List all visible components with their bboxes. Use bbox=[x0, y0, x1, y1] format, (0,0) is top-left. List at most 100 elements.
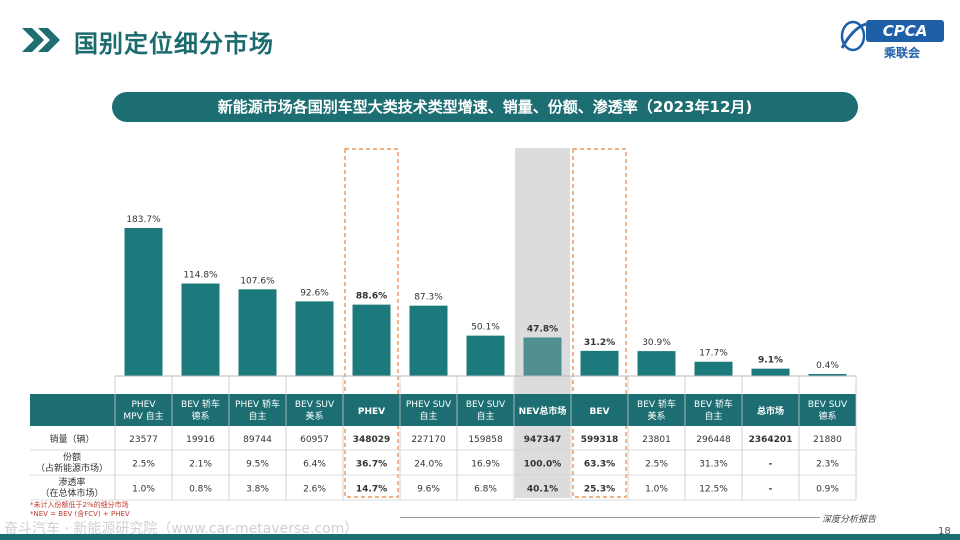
table-header-label: BEV bbox=[590, 407, 610, 417]
bar-value-label: 17.7% bbox=[699, 349, 728, 359]
bar-value-label: 47.8% bbox=[527, 324, 558, 334]
table-header-label: 自主 bbox=[419, 410, 437, 422]
table-header-label: PHEV bbox=[131, 400, 156, 410]
bar-value-label: 50.1% bbox=[471, 323, 500, 333]
table-cell: 36.7% bbox=[356, 460, 387, 470]
table-cell: 2.1% bbox=[189, 460, 212, 470]
table-header-label: PHEV bbox=[358, 407, 385, 417]
table-header-label: BEV SUV bbox=[466, 400, 506, 410]
table-header-label: 总市场 bbox=[757, 405, 784, 417]
table-cell: 16.9% bbox=[471, 460, 500, 470]
table-cell: 24.0% bbox=[414, 460, 443, 470]
table-header-label: 德系 bbox=[818, 410, 836, 422]
table-header-label: 德系 bbox=[191, 410, 209, 422]
table-header-label: BEV 轿车 bbox=[637, 398, 676, 410]
bar-value-label: 87.3% bbox=[414, 293, 443, 303]
table-row-label: （占新能源市场） bbox=[36, 462, 108, 474]
table-cell: 2.3% bbox=[816, 460, 839, 470]
bar bbox=[808, 374, 847, 376]
bar-value-label: 31.2% bbox=[584, 338, 615, 348]
bar bbox=[352, 304, 391, 376]
table-cell: 2.5% bbox=[645, 460, 668, 470]
table-cell: 31.3% bbox=[699, 460, 728, 470]
table-cell: - bbox=[769, 485, 773, 495]
table-row-label: 销量（辆） bbox=[49, 433, 94, 445]
table-header-label: BEV 轿车 bbox=[694, 398, 733, 410]
table-cell: 63.3% bbox=[584, 460, 615, 470]
table-cell: 9.5% bbox=[246, 460, 269, 470]
footnote-1: *未计入份额低于2%的细分市场 bbox=[30, 501, 129, 509]
bar bbox=[124, 228, 163, 376]
bar bbox=[523, 337, 562, 376]
table-cell: 21880 bbox=[813, 435, 842, 445]
bar bbox=[637, 351, 676, 376]
table-cell: 25.3% bbox=[584, 485, 615, 495]
table-header-label: NEV总市场 bbox=[519, 405, 567, 417]
table-header-label: 美系 bbox=[305, 410, 323, 422]
bar bbox=[466, 335, 505, 376]
table-cell: 9.6% bbox=[417, 485, 440, 495]
watermark-text: 奋斗汽车 · 新能源研究院（www.car-metaverse.com） bbox=[4, 521, 359, 537]
logo-swirl-icon bbox=[840, 20, 867, 52]
table-row-label: （在总体市场） bbox=[40, 487, 103, 499]
table-header-label: 自主 bbox=[248, 410, 266, 422]
page-title: 国别定位细分市场 bbox=[74, 30, 274, 58]
header: 国别定位细分市场 CPCA 乘联会 bbox=[0, 0, 960, 80]
bar bbox=[181, 283, 220, 376]
table-cell: 60957 bbox=[300, 435, 329, 445]
table-header-label: 自主 bbox=[704, 410, 722, 422]
logo-brand: CPCA bbox=[866, 20, 944, 42]
footnote-2: *NEV = BEV (含FCV) + PHEV bbox=[30, 510, 130, 518]
table-cell: - bbox=[769, 460, 773, 470]
bar-value-label: 88.6% bbox=[356, 292, 387, 302]
table-cell: 348029 bbox=[353, 435, 391, 445]
bar-value-label: 183.7% bbox=[126, 215, 161, 225]
table-cell: 227170 bbox=[411, 435, 446, 445]
footer-divider bbox=[400, 517, 820, 518]
table-cell: 12.5% bbox=[699, 485, 728, 495]
table-cell: 599318 bbox=[581, 435, 619, 445]
table-cell: 6.8% bbox=[474, 485, 497, 495]
footer-bar bbox=[0, 534, 960, 540]
table-cell: 23577 bbox=[129, 435, 158, 445]
table-cell: 3.8% bbox=[246, 485, 269, 495]
bar-value-label: 9.1% bbox=[758, 356, 783, 366]
table-row-label: 渗透率 bbox=[58, 476, 85, 488]
table-cell: 2364201 bbox=[749, 435, 793, 445]
bar bbox=[409, 305, 448, 376]
table-cell: 296448 bbox=[696, 435, 731, 445]
bar bbox=[295, 301, 334, 376]
table-header-label: BEV 轿车 bbox=[181, 398, 220, 410]
bar bbox=[238, 289, 277, 376]
bar bbox=[751, 368, 790, 376]
chart-title-banner: 新能源市场各国别车型大类技术类型增速、销量、份额、渗透率（2023年12月) bbox=[112, 92, 858, 122]
table-header-label: MPV 自主 bbox=[123, 410, 163, 422]
table-cell: 19916 bbox=[186, 435, 215, 445]
bar-value-label: 0.4% bbox=[816, 361, 839, 371]
table-header-label: BEV SUV bbox=[295, 400, 335, 410]
bar-value-label: 107.6% bbox=[240, 276, 275, 286]
bar-value-label: 114.8% bbox=[183, 271, 218, 281]
table-header-label: BEV SUV bbox=[808, 400, 848, 410]
table-cell: 100.0% bbox=[524, 460, 562, 470]
highlight-dashed-box bbox=[572, 148, 627, 498]
highlight-dashed-box bbox=[344, 148, 399, 498]
logo-sub: 乘联会 bbox=[884, 46, 921, 60]
table-cell: 947347 bbox=[524, 435, 562, 445]
table-cell: 14.7% bbox=[356, 485, 387, 495]
table-header-label: PHEV 轿车 bbox=[235, 398, 280, 410]
table-cell: 1.0% bbox=[645, 485, 668, 495]
table-cell: 159858 bbox=[468, 435, 503, 445]
bar-value-label: 30.9% bbox=[642, 338, 671, 348]
table-cell: 89744 bbox=[243, 435, 272, 445]
bar-value-label: 92.6% bbox=[300, 288, 329, 298]
table-header-bg bbox=[30, 394, 856, 426]
table-header-label: 自主 bbox=[476, 410, 494, 422]
table-cell: 1.0% bbox=[132, 485, 155, 495]
table-cell: 0.8% bbox=[189, 485, 212, 495]
table-cell: 0.9% bbox=[816, 485, 839, 495]
cpca-logo: CPCA 乘联会 bbox=[838, 16, 946, 62]
table-header-label: PHEV SUV bbox=[406, 400, 452, 410]
table-header-label: 美系 bbox=[647, 410, 665, 422]
